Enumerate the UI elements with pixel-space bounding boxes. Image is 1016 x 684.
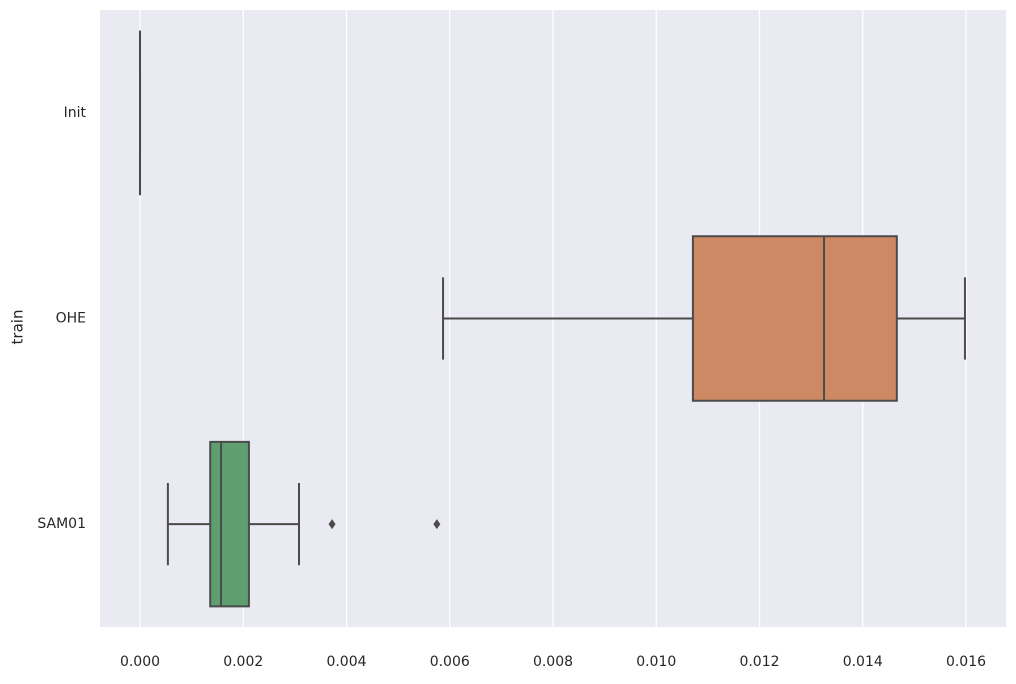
y-tick-label: SAM01 — [37, 516, 86, 532]
y-axis-label: train — [9, 310, 27, 345]
x-tick-label: 0.008 — [533, 654, 573, 670]
x-tick-label: 0.014 — [843, 654, 883, 670]
x-tick-label: 0.000 — [120, 654, 160, 670]
outlier — [433, 519, 441, 530]
box — [209, 440, 250, 608]
outlier — [328, 519, 336, 530]
x-tick-label: 0.016 — [946, 654, 986, 670]
box — [691, 235, 898, 402]
x-tick-label: 0.010 — [636, 654, 676, 670]
x-tick-label: 0.002 — [223, 654, 263, 670]
y-tick-label: OHE — [56, 311, 86, 327]
y-tick-label: Init — [64, 105, 87, 121]
x-tick-label: 0.006 — [430, 654, 470, 670]
x-tick-label: 0.004 — [326, 654, 366, 670]
x-tick-label: 0.012 — [739, 654, 779, 670]
